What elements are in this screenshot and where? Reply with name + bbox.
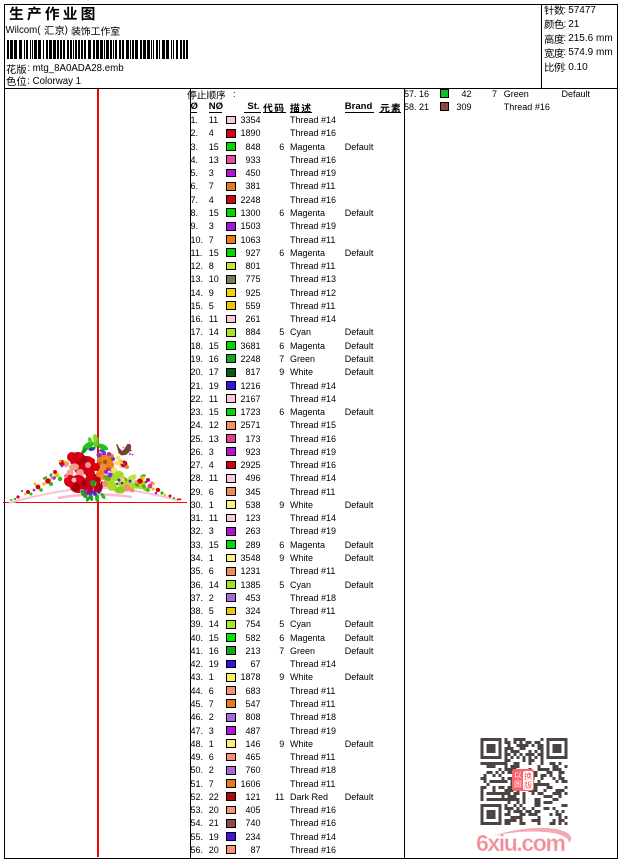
svg-text:6xiu.com: 6xiu.com	[476, 830, 565, 856]
